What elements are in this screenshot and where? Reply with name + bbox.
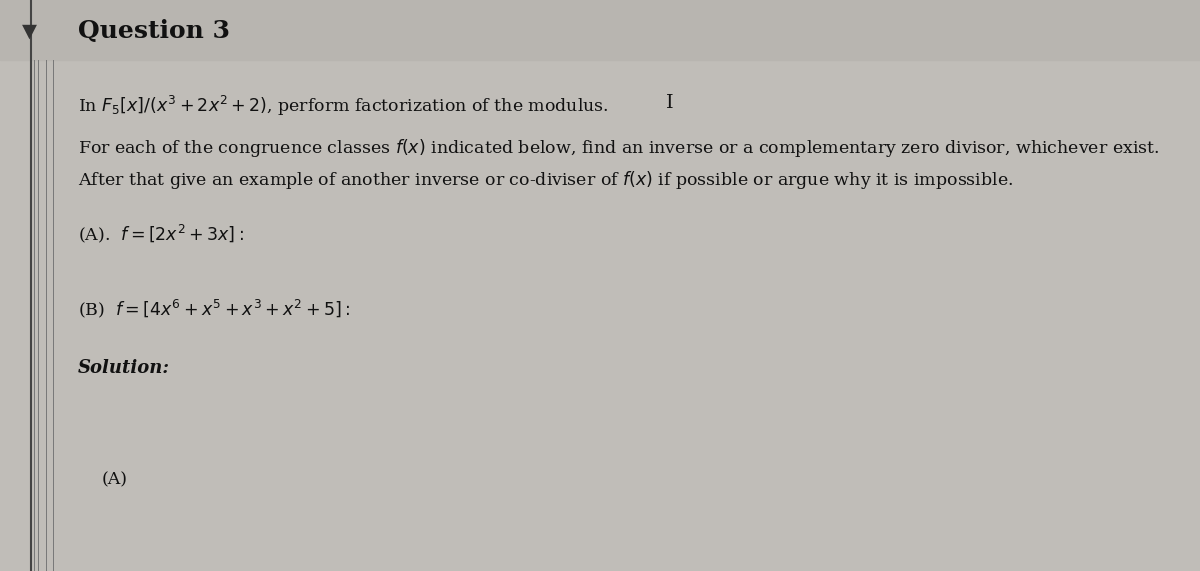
- Text: I: I: [666, 94, 673, 112]
- Bar: [0, 0, 1200, 60]
- Text: After that give an example of another inverse or co-diviser of $f(x)$ if possibl: After that give an example of another in…: [78, 169, 1013, 191]
- Text: Question 3: Question 3: [78, 19, 230, 43]
- Text: (B)  $f= \left[4x^6 + x^5 + x^3 + x^2 + 5\right]:$: (B) $f= \left[4x^6 + x^5 + x^3 + x^2 + 5…: [78, 297, 350, 320]
- Text: (A): (A): [102, 471, 128, 488]
- Text: Solution:: Solution:: [78, 359, 170, 377]
- Text: For each of the congruence classes $f(x)$ indicated below, find an inverse or a : For each of the congruence classes $f(x)…: [78, 138, 1159, 159]
- Text: In $F_5[x]/(x^3 + 2x^2 + 2)$, perform factorization of the modulus.: In $F_5[x]/(x^3 + 2x^2 + 2)$, perform fa…: [78, 94, 608, 118]
- Text: (A).  $f= \left[2x^2 + 3x\right]:$: (A). $f= \left[2x^2 + 3x\right]:$: [78, 223, 244, 246]
- Text: ▼: ▼: [22, 22, 36, 41]
